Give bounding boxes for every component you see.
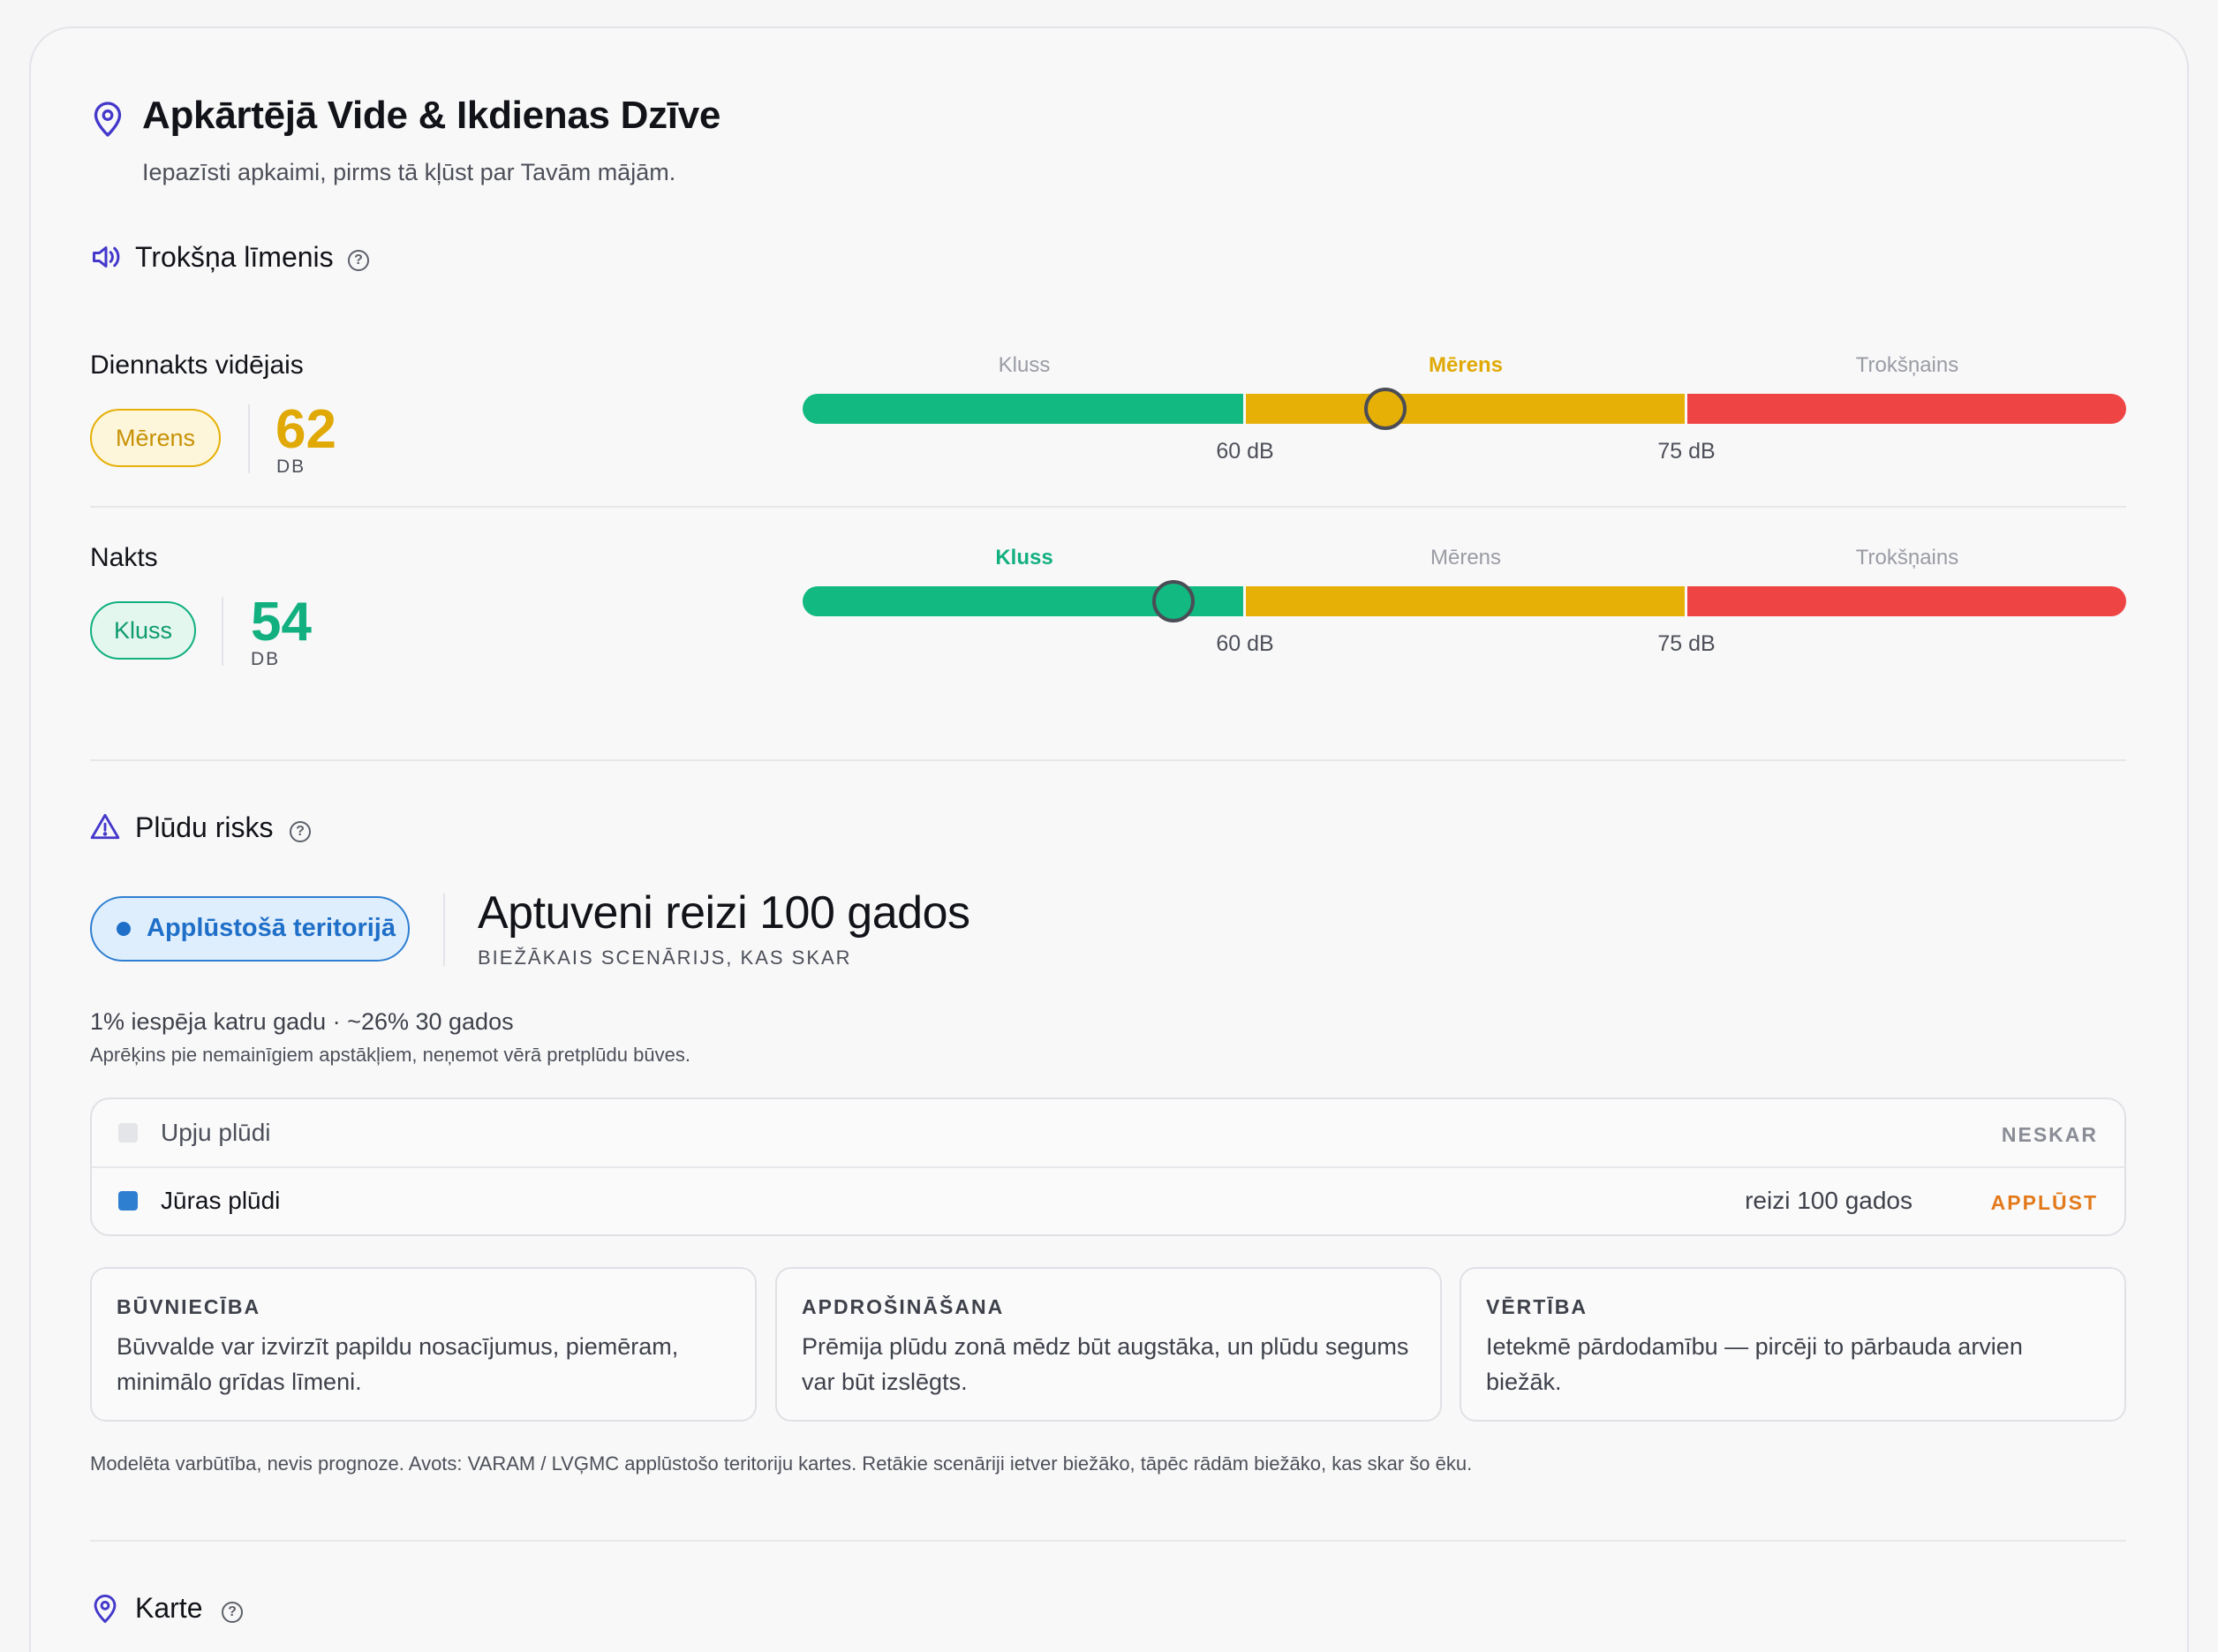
noise-value-night: 54 [251, 592, 312, 653]
flood-status: APPLŪST [1990, 1191, 2098, 1214]
legend-swatch [118, 1191, 138, 1211]
scale-label-loud: Trokšņains [1855, 353, 1959, 377]
scale-label-quiet: Kluss [998, 353, 1051, 377]
tick-label-60: 60 dB [1216, 439, 1274, 464]
flood-note: Aprēķins pie nemainīgiem apstākļiem, neņ… [90, 1044, 690, 1066]
page-title: Apkārtējā Vide & Ikdienas Dzīve [142, 94, 721, 137]
scale-segment-moderate [1246, 394, 1685, 424]
noise-badge-night: Kluss [90, 601, 196, 660]
table-divider [92, 1166, 2124, 1168]
flood-footnote: Modelēta varbūtība, nevis prognoze. Avot… [90, 1452, 1473, 1475]
noise-marker-night [1151, 580, 1195, 622]
scale-label-moderate: Mērens [1428, 353, 1504, 377]
info-card-text: Ietekmē pārdodamību — pircēji to pārbaud… [1486, 1333, 2023, 1395]
flood-frequency: reizi 100 gados [1745, 1187, 1912, 1214]
divider [222, 597, 223, 666]
flood-type-name: Jūras plūdi [161, 1187, 281, 1214]
noise-value-average: 62 [275, 399, 336, 460]
scale-segment-moderate [1246, 586, 1685, 616]
info-card-construction: BŪVNIECĪBA Būvvalde var izvirzīt papildu… [90, 1267, 757, 1422]
noise-unit-average: DB [276, 456, 306, 477]
flood-status: NESKAR [2001, 1123, 2098, 1146]
divider [248, 404, 250, 473]
tick-label-75: 75 dB [1657, 631, 1716, 656]
map-pin-icon [94, 102, 122, 137]
page-subtitle: Iepazīsti apkaimi, pirms tā kļūst par Ta… [142, 159, 676, 185]
scale-segment-quiet [803, 394, 1243, 424]
scale-label-loud: Trokšņains [1855, 546, 1959, 570]
noise-row-label-night: Nakts [90, 543, 158, 572]
warning-triangle-icon [90, 813, 120, 840]
noise-row-label-average: Diennakts vidējais [90, 351, 304, 380]
table-row: Jūras plūdi reizi 100 gados APPLŪST [92, 1168, 2124, 1235]
scale-label-moderate: Mērens [1430, 546, 1502, 570]
noise-unit-night: DB [251, 649, 281, 669]
section-divider [90, 1540, 2126, 1542]
speaker-icon [93, 246, 120, 268]
info-card-insurance: APDROŠINĀŠANA Prēmija plūdu zonā mēdz bū… [775, 1267, 1442, 1422]
flood-help-icon[interactable]: ? [290, 821, 311, 842]
noise-badge-average: Mērens [90, 409, 221, 467]
flood-zone-badge: Applūstošā teritorijā [90, 896, 410, 962]
scale-label-quiet: Kluss [995, 546, 1053, 570]
info-card-title: APDROŠINĀŠANA [802, 1295, 1005, 1318]
info-card-title: VĒRTĪBA [1486, 1295, 1588, 1318]
tick-label-75: 75 dB [1657, 439, 1716, 464]
legend-swatch [118, 1123, 138, 1143]
flood-headline-caption: BIEŽĀKAIS SCENĀRIJS, KAS SKAR [478, 947, 852, 969]
map-section-title: Karte [135, 1592, 203, 1624]
section-divider [90, 759, 2126, 761]
table-row: Upju plūdi NESKAR [92, 1099, 2124, 1166]
noise-help-icon[interactable]: ? [348, 250, 369, 271]
scale-segment-loud [1687, 394, 2126, 424]
flood-type-name: Upju plūdi [161, 1119, 271, 1146]
flood-headline: Aptuveni reizi 100 gados [478, 887, 970, 939]
info-card-value: VĒRTĪBA Ietekmē pārdodamību — pircēji to… [1460, 1267, 2126, 1422]
row-divider [90, 506, 2126, 508]
divider [443, 894, 445, 966]
info-card-text: Būvvalde var izvirzīt papildu nosacījumu… [117, 1333, 679, 1395]
flood-dot [117, 922, 131, 936]
flood-probability: 1% iespēja katru gadu · ~26% 30 gados [90, 1008, 514, 1035]
flood-zone-badge-label: Applūstošā teritorijā [147, 914, 396, 942]
noise-section-title: Trokšņa līmenis [135, 241, 334, 273]
map-help-icon[interactable]: ? [222, 1602, 243, 1623]
scale-segment-loud [1687, 586, 2126, 616]
flood-table: Upju plūdi NESKAR Jūras plūdi reizi 100 … [90, 1098, 2126, 1236]
map-pin-icon [94, 1595, 117, 1624]
tick-label-60: 60 dB [1216, 631, 1274, 656]
info-card-text: Prēmija plūdu zonā mēdz būt augstāka, un… [802, 1333, 1409, 1395]
noise-marker-average [1363, 388, 1407, 430]
flood-section-title: Plūdu risks [135, 811, 274, 843]
info-card-title: BŪVNIECĪBA [117, 1295, 261, 1318]
